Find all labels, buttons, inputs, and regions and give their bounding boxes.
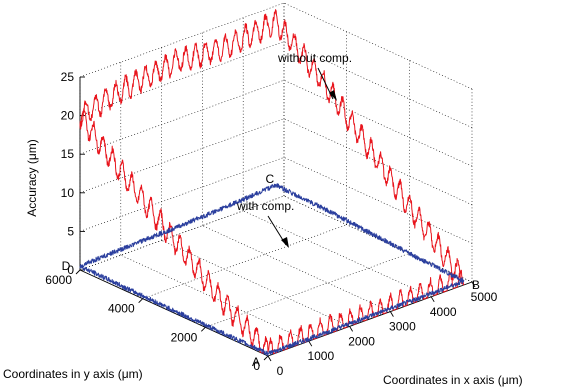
annotation-without-comp: without comp. (277, 51, 352, 65)
annotation-arrowhead-with-comp (281, 237, 289, 248)
z-tick-label: 0 (67, 263, 74, 277)
series-with-comp-line (79, 183, 465, 357)
annotation-with-comp: with comp. (236, 199, 294, 213)
x-tick-mark (349, 326, 353, 332)
back-wall-horizontal (79, 41, 285, 116)
x-tick-label: 1000 (307, 349, 334, 363)
tick-labels: 0100020003000400050000200040006000051015… (45, 70, 497, 378)
floor-gridline-x (202, 225, 391, 312)
z-tick-label: 5 (67, 224, 74, 238)
x-tick-label: 4000 (430, 305, 457, 319)
y-tick-label: 6000 (45, 273, 72, 287)
x-tick-mark (430, 296, 435, 303)
y-tick-mark (201, 327, 206, 332)
back-wall-horizontal (79, 157, 285, 232)
y-tick-mark (263, 355, 269, 361)
x-tick-label: 5000 (471, 290, 498, 304)
z-tick-label: 10 (61, 186, 75, 200)
x-tick-mark (267, 355, 272, 362)
corner-label-d: D (62, 259, 71, 273)
back-wall-horizontal (79, 2, 285, 78)
y-tick-label: 0 (253, 359, 260, 373)
y-axis-line (79, 269, 269, 357)
axes (75, 76, 476, 362)
side-wall-horizontal (283, 157, 473, 244)
side-wall-horizontal (283, 2, 473, 90)
y-tick-mark (75, 269, 81, 275)
x-tick-label: 0 (277, 364, 284, 378)
data-series (79, 9, 465, 357)
x-tick-mark (390, 311, 394, 317)
back-wall-horizontal (79, 118, 285, 194)
corner-label-c: C (266, 172, 275, 186)
y-tick-label: 2000 (171, 330, 198, 344)
back-wall-horizontal (79, 195, 285, 271)
floor-gridline-x (243, 210, 432, 298)
x-tick-mark (471, 281, 476, 288)
z-axis-label: Accuracy (μm) (25, 139, 39, 217)
floor-gridline-y (142, 224, 347, 299)
side-wall-horizontal (283, 41, 473, 128)
y-tick-label: 4000 (108, 302, 135, 316)
y-axis-label: Coordinates in y axis (μm) (3, 367, 143, 381)
x-tick-label: 2000 (348, 334, 375, 348)
corner-label-b: B (472, 278, 480, 292)
y-tick-mark (138, 298, 143, 303)
side-wall-horizontal (283, 79, 473, 167)
z-tick-label: 15 (61, 147, 75, 161)
back-wall-horizontal (79, 79, 285, 155)
x-axis-label: Coordinates in x axis (μm) (383, 373, 523, 387)
z-tick-label: 25 (61, 70, 75, 84)
x-tick-mark (308, 340, 313, 347)
series-without-comp-line (79, 9, 465, 354)
corner-label-a: A (252, 355, 260, 369)
x-tick-label: 3000 (389, 320, 416, 334)
floor-gridline-x (161, 240, 350, 327)
z-tick-label: 20 (61, 109, 75, 123)
annotation-arrowhead-without-comp (329, 90, 337, 101)
